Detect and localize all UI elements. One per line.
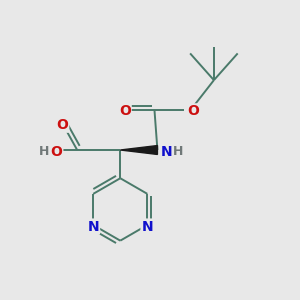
- Text: N: N: [142, 220, 153, 233]
- Text: N: N: [160, 145, 172, 158]
- Text: O: O: [56, 118, 68, 132]
- Polygon shape: [120, 146, 158, 154]
- Text: H: H: [173, 145, 183, 158]
- Text: H: H: [39, 145, 50, 158]
- Text: N: N: [87, 220, 99, 233]
- Text: O: O: [50, 145, 62, 158]
- Text: O: O: [119, 104, 131, 118]
- Text: O: O: [187, 104, 199, 118]
